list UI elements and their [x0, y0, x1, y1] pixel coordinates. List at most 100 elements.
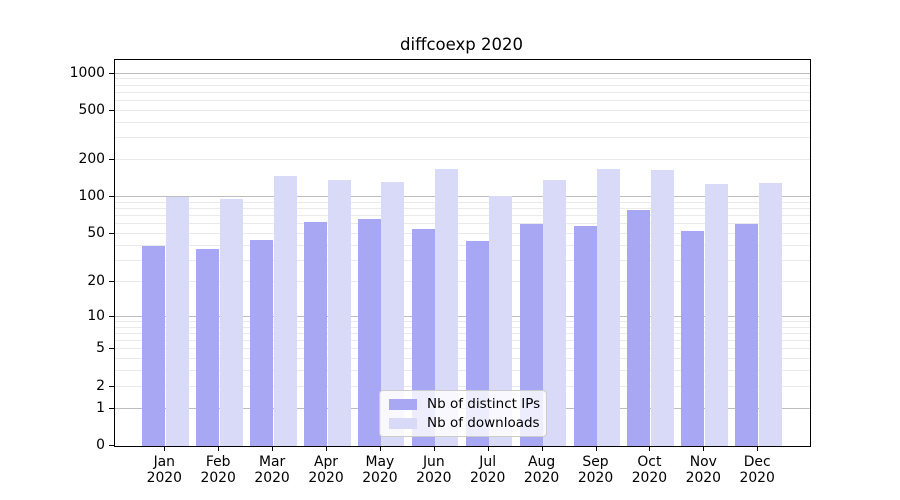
minor-gridline-2	[115, 385, 810, 387]
minor-gridline-9	[115, 320, 810, 322]
bar-downloads-sep	[597, 169, 620, 446]
y-tick-mark-500	[109, 109, 114, 111]
bar-distinct-ips-nov	[681, 230, 705, 446]
major-gridline-100	[115, 196, 810, 198]
minor-gridline-800	[115, 84, 810, 86]
x-tick-month: Oct	[637, 454, 662, 470]
x-tick-year: 2020	[631, 470, 668, 486]
bar-distinct-ips-jan	[142, 245, 166, 446]
x-tick-month: May	[365, 454, 395, 470]
x-tick-month: Aug	[528, 454, 556, 470]
x-tick-label-sep: Sep 2020	[566, 454, 626, 486]
bar-distinct-ips-may	[357, 219, 381, 446]
x-tick-month: Apr	[313, 454, 339, 470]
x-tick-mark-jul	[487, 446, 489, 451]
y-tick-mark-200	[109, 159, 114, 161]
x-tick-month: Sep	[582, 454, 609, 470]
minor-gridline-20	[115, 280, 810, 282]
bar-distinct-ips-apr	[304, 221, 327, 446]
minor-gridline-200	[115, 159, 810, 161]
y-tick-mark-10	[109, 315, 114, 317]
x-tick-mark-feb	[218, 446, 220, 451]
y-tick-label-0: 0	[96, 437, 105, 453]
x-tick-year: 2020	[739, 470, 775, 486]
y-tick-mark-1	[109, 407, 114, 409]
bar-distinct-ips-dec	[735, 223, 759, 446]
x-tick-mark-apr	[326, 446, 327, 451]
bar-downloads-aug	[543, 180, 567, 446]
x-tick-month: Feb	[205, 454, 231, 470]
y-tick-label-50: 50	[87, 225, 105, 241]
x-tick-year: 2020	[308, 470, 344, 486]
legend-label: Nb of downloads	[427, 415, 540, 431]
minor-gridline-70	[115, 215, 810, 217]
y-tick-label-500: 500	[78, 101, 105, 118]
x-tick-year: 2020	[416, 470, 452, 486]
x-tick-label-jan: Jan 2020	[134, 454, 194, 486]
bar-distinct-ips-oct	[627, 210, 651, 446]
legend-swatch-icon	[389, 398, 417, 410]
y-tick-label-1000: 1000	[69, 64, 105, 81]
minor-gridline-5	[115, 348, 810, 350]
bar-distinct-ips-mar	[250, 239, 274, 446]
minor-gridline-80	[115, 208, 810, 210]
y-tick-label-200: 200	[78, 151, 105, 168]
legend-label: Nb of distinct IPs	[427, 396, 541, 412]
major-gridline-10	[115, 315, 810, 317]
bar-downloads-nov	[704, 184, 728, 446]
x-tick-year: 2020	[685, 470, 721, 486]
minor-gridline-6	[115, 340, 810, 342]
y-tick-mark-2	[109, 385, 114, 387]
y-tick-mark-0	[109, 445, 114, 446]
y-tick-label-20: 20	[87, 272, 105, 289]
x-tick-month: Jan	[153, 454, 175, 470]
minor-gridline-400	[115, 121, 810, 123]
y-tick-mark-5	[109, 348, 114, 350]
minor-gridline-30	[115, 259, 810, 261]
minor-gridline-3	[115, 370, 810, 372]
x-tick-year: 2020	[146, 470, 182, 486]
x-tick-month: Nov	[689, 454, 717, 470]
x-tick-mark-oct	[649, 446, 651, 451]
x-tick-month: Dec	[743, 454, 771, 470]
bar-downloads-mar	[273, 176, 297, 446]
bar-downloads-jul	[489, 195, 513, 446]
x-tick-mark-nov	[703, 446, 705, 451]
x-tick-label-jul: Jul 2020	[458, 454, 518, 486]
bar-distinct-ips-feb	[196, 248, 220, 446]
x-tick-label-oct: Oct 2020	[619, 454, 679, 486]
y-tick-label-1: 1	[96, 399, 105, 416]
legend-item-downloads: Nb of downloads	[389, 415, 540, 431]
y-tick-mark-50	[109, 233, 114, 234]
x-tick-month: Mar	[258, 454, 286, 470]
x-tick-month: Jun	[422, 454, 445, 470]
bar-downloads-may	[381, 181, 405, 446]
minor-gridline-4	[115, 358, 810, 360]
legend: Nb of distinct IPs Nb of downloads	[379, 390, 547, 437]
x-tick-mark-dec	[757, 446, 759, 451]
minor-gridline-900	[115, 78, 810, 80]
x-tick-year: 2020	[254, 470, 290, 486]
legend-swatch-icon	[389, 417, 417, 429]
minor-gridline-50	[115, 233, 810, 234]
plot-area	[114, 59, 811, 447]
bar-downloads-jun	[435, 168, 459, 446]
x-tick-month: Jul	[479, 454, 497, 470]
x-tick-label-nov: Nov 2020	[673, 454, 733, 486]
minor-gridline-60	[115, 223, 810, 225]
y-tick-mark-100	[109, 196, 114, 198]
bar-downloads-jan	[165, 197, 189, 446]
x-tick-label-feb: Feb 2020	[188, 454, 248, 486]
y-tick-label-10: 10	[87, 307, 105, 324]
minor-gridline-700	[115, 91, 810, 93]
x-tick-label-may: May 2020	[350, 454, 410, 486]
x-tick-year: 2020	[523, 470, 560, 486]
x-tick-label-jun: Jun 2020	[404, 454, 464, 486]
x-tick-year: 2020	[200, 470, 236, 486]
bar-downloads-apr	[327, 180, 351, 446]
y-tick-label-5: 5	[96, 340, 105, 357]
bar-downloads-feb	[219, 199, 243, 446]
chart-title: diffcoexp 2020	[400, 35, 523, 54]
x-tick-year: 2020	[470, 470, 506, 486]
x-tick-label-dec: Dec 2020	[727, 454, 787, 486]
